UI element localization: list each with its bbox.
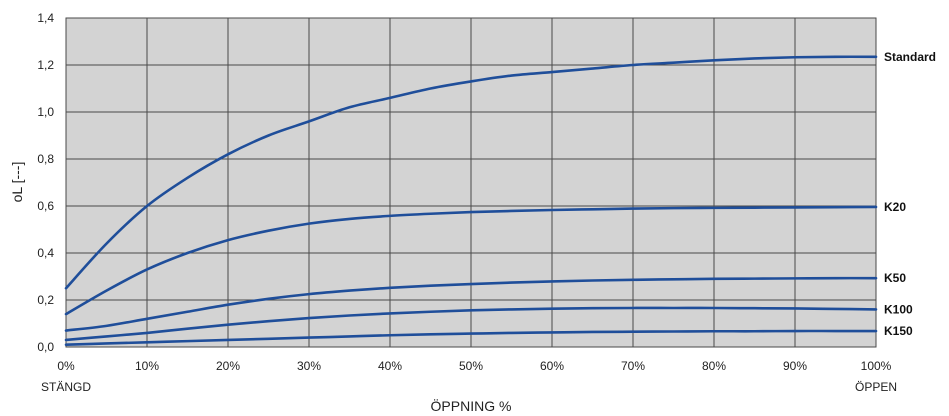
series-label-k20: K20 (884, 200, 906, 214)
x-tick-label: 100% (861, 359, 892, 373)
series-line-standard (64, 55, 878, 290)
x-tick-labels: 0% 10% 20% 30% 40% 50% 60% 70% 80% 90% 100% (57, 359, 891, 373)
series-label-k50: K50 (884, 271, 906, 285)
x-tick-label: 20% (216, 359, 240, 373)
series-curves (64, 55, 878, 346)
x-tick-label: 10% (135, 359, 159, 373)
x-tick-label: 40% (378, 359, 402, 373)
x-tick-label: 80% (702, 359, 726, 373)
y-tick-label: 0,4 (37, 246, 54, 260)
x-tick-label: 50% (459, 359, 483, 373)
y-tick-label: 0,2 (37, 293, 54, 307)
y-tick-label: 1,4 (37, 11, 54, 25)
series-line-k20 (64, 205, 878, 316)
series-labels: Standard K20 K50 K100 K150 (884, 50, 936, 338)
x-end-label: ÖPPEN (855, 380, 897, 394)
y-tick-label: 0,0 (37, 340, 54, 354)
x-tick-label: 70% (621, 359, 645, 373)
x-tick-label: 30% (297, 359, 321, 373)
y-tick-label: 1,2 (37, 58, 54, 72)
x-tick-label: 0% (57, 359, 75, 373)
series-line-k50 (64, 276, 878, 332)
series-label-k150: K150 (884, 324, 913, 338)
y-tick-label: 0,6 (37, 199, 54, 213)
series-label-standard: Standard (884, 50, 936, 64)
x-start-label: STÄNGD (41, 380, 91, 394)
x-tick-label: 90% (783, 359, 807, 373)
x-axis-title: ÖPPNING % (431, 397, 512, 414)
series-line-k150 (64, 329, 878, 346)
y-tick-labels: 0,0 0,2 0,4 0,6 0,8 1,0 1,2 1,4 (37, 11, 54, 354)
x-tick-label: 60% (540, 359, 564, 373)
y-tick-label: 0,8 (37, 152, 54, 166)
series-label-k100: K100 (884, 302, 913, 316)
y-axis-title: oL [---] (9, 162, 25, 203)
series-line-k100 (64, 306, 878, 342)
y-tick-label: 1,0 (37, 105, 54, 119)
grid-lines (65, 17, 877, 348)
